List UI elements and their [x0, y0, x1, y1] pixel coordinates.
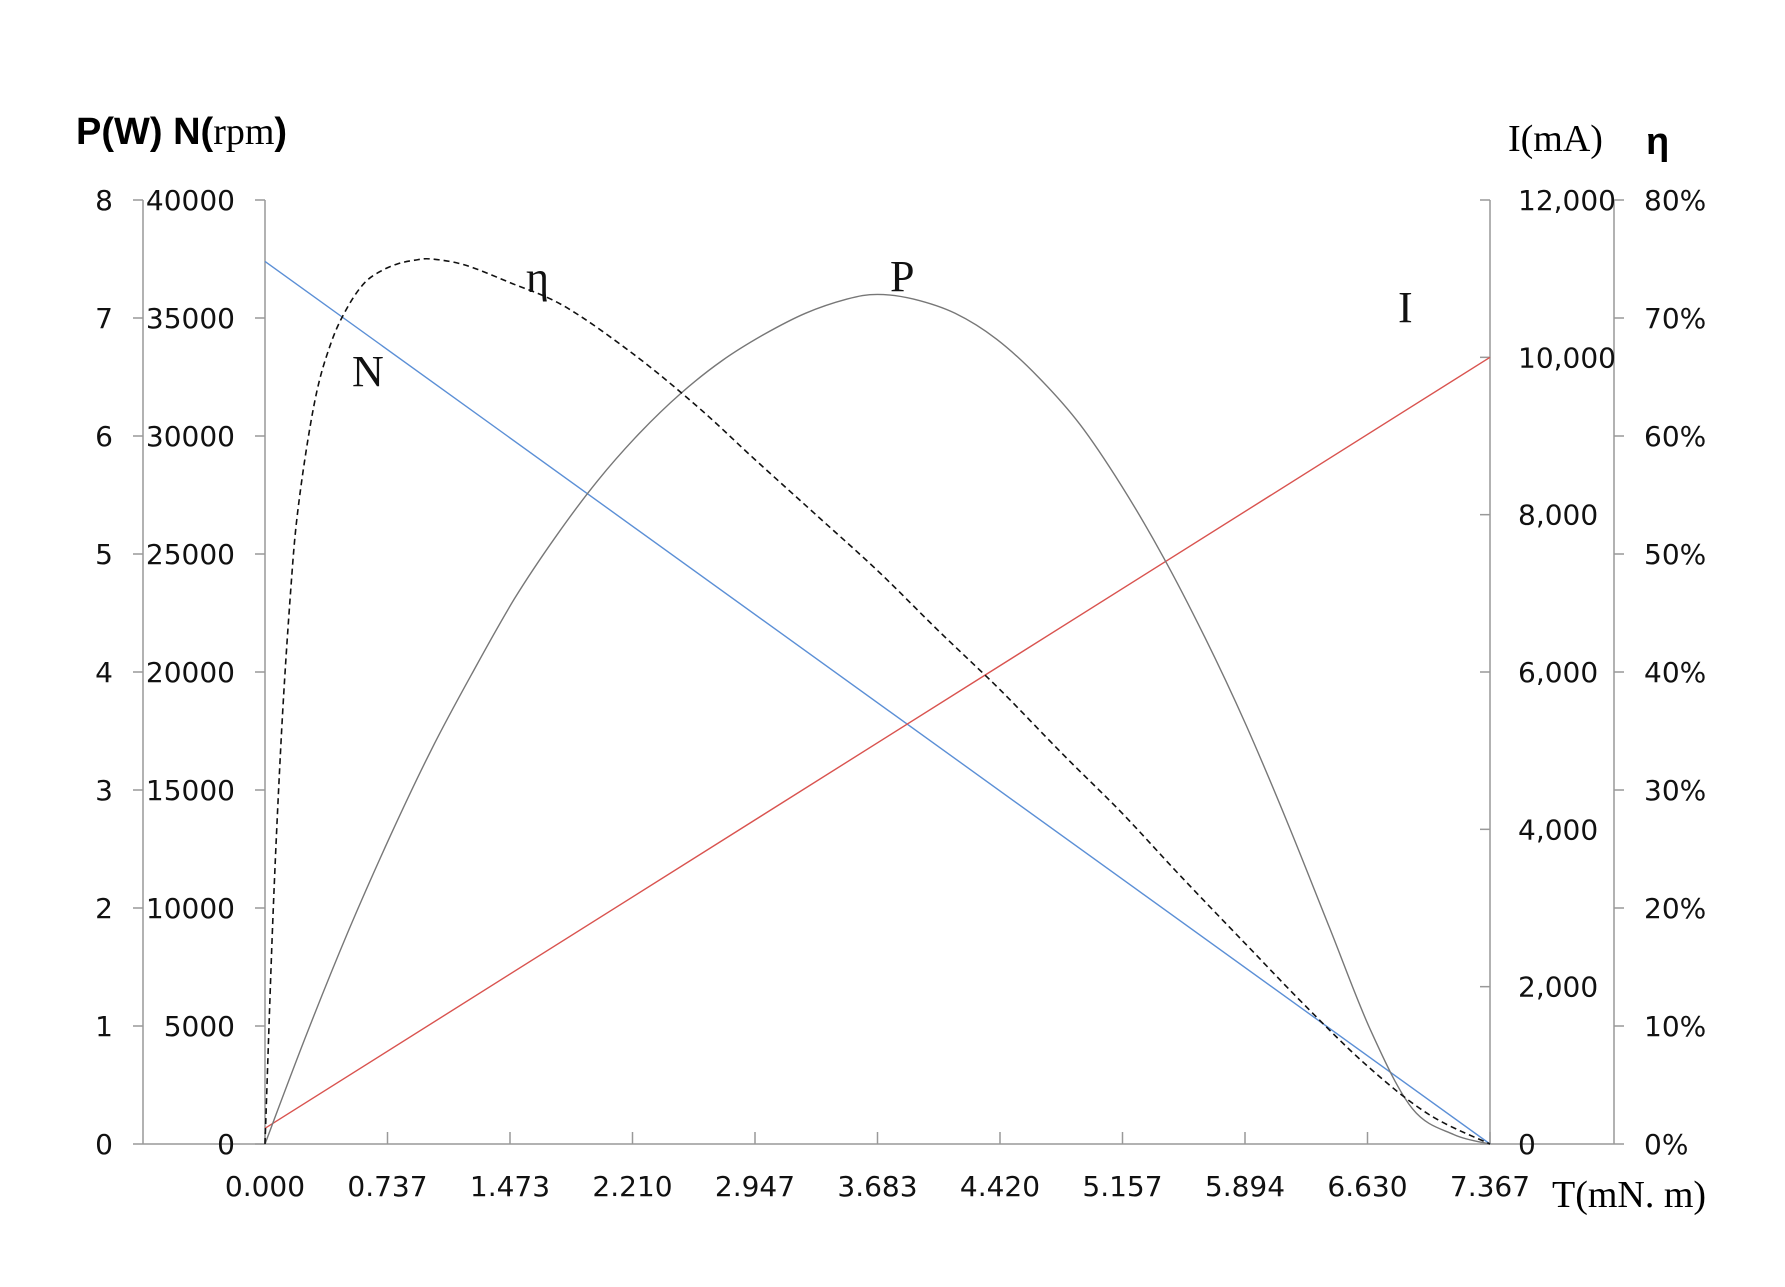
p-axis-tick-label: 4 — [95, 656, 113, 689]
left-axis-title: P(W) N(rpm) — [76, 111, 287, 153]
left-title-serif: rpm — [213, 111, 274, 153]
left-title-bold-1: P(W) N( — [76, 111, 214, 153]
current-axis-tick-label: 0 — [1518, 1128, 1536, 1161]
x-axis-title: T(mN. m) — [1552, 1174, 1706, 1216]
ticks: 0 1 2 3 4 5 6 7 8 0 5000 10000 15000 20000 25000 30000 3… — [95, 184, 1706, 1203]
efficiency-axis-tick-label: 30% — [1644, 774, 1706, 807]
p-axis-tick-label: 7 — [95, 302, 113, 335]
n-axis-tick-label: 15000 — [146, 774, 235, 807]
series-line-power — [264, 293, 1491, 1145]
current-axis-tick-label: 6,000 — [1518, 656, 1598, 689]
p-axis-tick-label: 8 — [95, 184, 113, 217]
n-axis-tick-label: 5000 — [164, 1010, 235, 1043]
left-title-bold-2: ) — [274, 111, 287, 153]
x-axis-tick-label: 4.420 — [960, 1170, 1040, 1203]
curve-label-p: P — [890, 252, 914, 301]
n-axis-tick-label: 35000 — [146, 302, 235, 335]
x-axis-tick-label: 6.630 — [1327, 1170, 1407, 1203]
series — [264, 257, 1491, 1145]
axes — [142, 200, 1615, 1145]
efficiency-axis-tick-label: 70% — [1644, 302, 1706, 335]
labels: P(W) N(rpm) I(mA) η T(mN. m) N η P I — [76, 111, 1706, 1216]
efficiency-axis-tick-label: 40% — [1644, 656, 1706, 689]
x-axis-tick-label: 5.157 — [1082, 1170, 1162, 1203]
x-axis-tick-label: 2.947 — [715, 1170, 795, 1203]
current-axis-tick-label: 12,000 — [1518, 184, 1616, 217]
current-axis-tick-label: 10,000 — [1518, 341, 1616, 374]
efficiency-axis-tick-label: 10% — [1644, 1010, 1706, 1043]
efficiency-axis-tick-label: 60% — [1644, 420, 1706, 453]
x-axis-tick-label: 0.000 — [225, 1170, 305, 1203]
x-axis-tick-label: 2.210 — [592, 1170, 672, 1203]
series-line-current — [264, 356, 1491, 1129]
n-axis-tick-label: 10000 — [146, 892, 235, 925]
current-axis-tick-label: 4,000 — [1518, 813, 1598, 846]
n-axis-tick-label: 30000 — [146, 420, 235, 453]
n-axis-tick-label: 40000 — [146, 184, 235, 217]
n-axis-tick-label: 20000 — [146, 656, 235, 689]
p-axis-tick-label: 2 — [95, 892, 113, 925]
series-line-speed — [264, 260, 1491, 1145]
p-axis-tick-label: 6 — [95, 420, 113, 453]
efficiency-axis-tick-label: 20% — [1644, 892, 1706, 925]
p-axis-tick-label: 3 — [95, 774, 113, 807]
series-line-efficiency — [264, 257, 1491, 1145]
efficiency-axis-tick-label: 80% — [1644, 184, 1706, 217]
n-axis-tick-label: 0 — [217, 1128, 235, 1161]
curve-label-i: I — [1398, 283, 1413, 332]
curve-label-eta: η — [526, 253, 549, 302]
current-axis-tick-label: 8,000 — [1518, 499, 1598, 532]
x-axis-tick-label: 0.737 — [347, 1170, 427, 1203]
current-axis-title: I(mA) — [1508, 118, 1603, 160]
x-axis-tick-label: 5.894 — [1205, 1170, 1285, 1203]
p-axis-tick-label: 0 — [95, 1128, 113, 1161]
x-axis-tick-label: 7.367 — [1450, 1170, 1530, 1203]
current-axis-tick-label: 2,000 — [1518, 971, 1598, 1004]
efficiency-axis-tick-label: 50% — [1644, 538, 1706, 571]
x-axis-tick-label: 1.473 — [470, 1170, 550, 1203]
x-axis-tick-label: 3.683 — [837, 1170, 917, 1203]
p-axis-tick-label: 5 — [95, 538, 113, 571]
curve-label-n: N — [352, 347, 384, 396]
efficiency-axis-title: η — [1646, 121, 1669, 163]
n-axis-tick-label: 25000 — [146, 538, 235, 571]
p-axis-tick-label: 1 — [95, 1010, 113, 1043]
efficiency-axis-tick-label: 0% — [1644, 1128, 1688, 1161]
